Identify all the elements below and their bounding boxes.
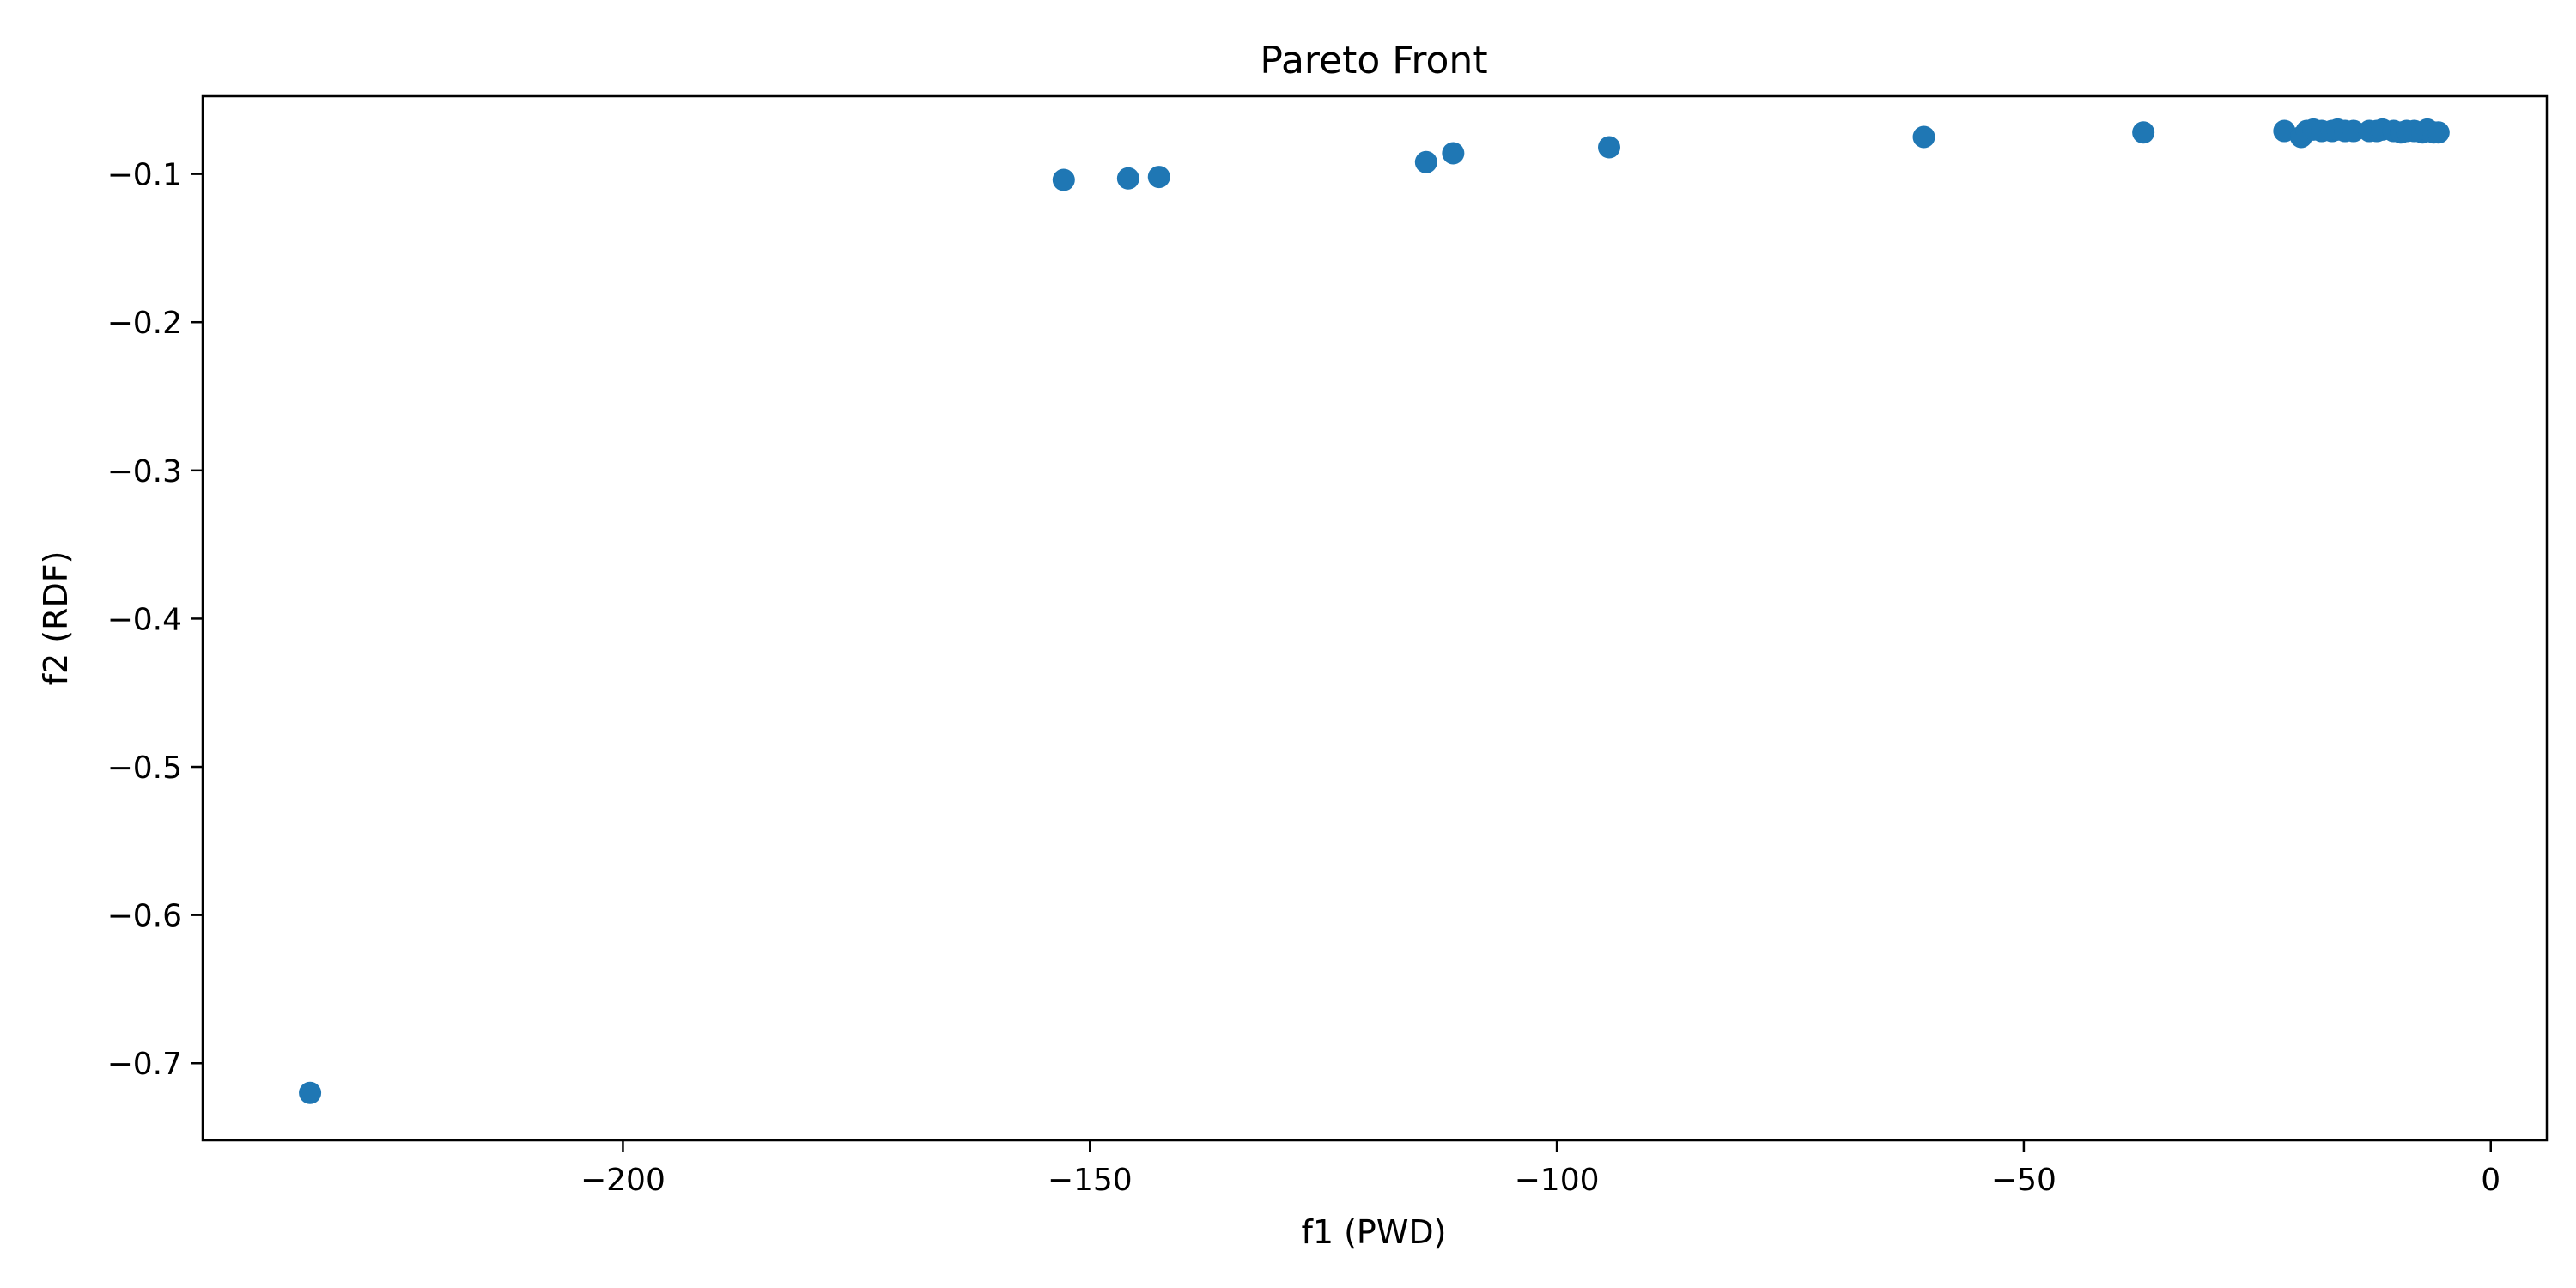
scatter-point-6: [1598, 136, 1620, 159]
y-tick-label-3: −0.4: [107, 602, 182, 637]
scatter-point-8: [2132, 121, 2155, 144]
scatter-point-9: [2273, 119, 2296, 143]
y-axis: −0.1 −0.2 −0.3 −0.4 −0.5 −0.6 −0.7: [107, 158, 203, 1082]
y-tick-label-4: −0.5: [107, 750, 182, 786]
scatter-point-4: [1414, 150, 1437, 173]
y-tick-label-5: −0.6: [107, 899, 182, 934]
y-tick-label-1: −0.2: [107, 306, 182, 341]
x-axis-label: f1 (PWD): [1301, 1213, 1446, 1251]
y-tick-label-2: −0.3: [107, 454, 182, 489]
scatter-point-5: [1442, 142, 1465, 165]
chart-title: Pareto Front: [1260, 39, 1487, 82]
x-tick-label-0: −200: [580, 1163, 665, 1198]
scatter-point-3: [1147, 166, 1170, 189]
scatter-point-1: [1052, 168, 1075, 191]
scatter-point-2: [1116, 167, 1139, 190]
scatter-point-17: [2342, 119, 2365, 143]
y-axis-label: f2 (RDF): [37, 551, 75, 686]
x-tick-label-1: −150: [1048, 1163, 1133, 1198]
scatter-point-0: [299, 1081, 322, 1104]
scatter-point-7: [1912, 125, 1935, 149]
y-tick-label-6: −0.7: [107, 1047, 182, 1082]
scatter-points: [299, 118, 2450, 1104]
x-tick-label-4: 0: [2481, 1163, 2500, 1198]
x-axis: −200 −150 −100 −50 0: [580, 1140, 2500, 1198]
scatter-point-28: [2427, 121, 2450, 144]
x-tick-label-3: −50: [1991, 1163, 2057, 1198]
y-tick-label-0: −0.1: [107, 158, 182, 193]
plot-frame: [201, 94, 2549, 1142]
x-tick-label-2: −100: [1515, 1163, 1600, 1198]
